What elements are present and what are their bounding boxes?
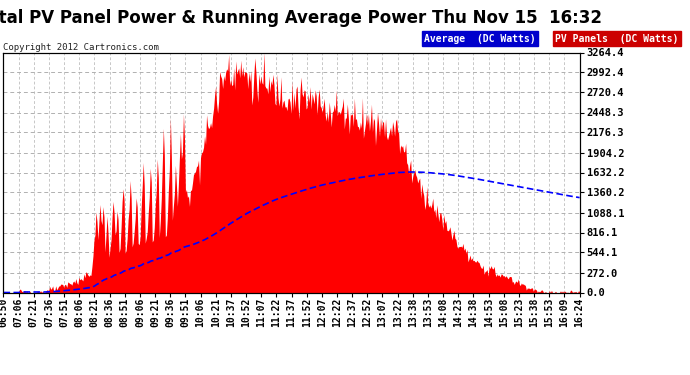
Text: Average  (DC Watts): Average (DC Watts) bbox=[424, 34, 536, 44]
Text: Total PV Panel Power & Running Average Power Thu Nov 15  16:32: Total PV Panel Power & Running Average P… bbox=[0, 9, 602, 27]
Text: Copyright 2012 Cartronics.com: Copyright 2012 Cartronics.com bbox=[3, 43, 159, 52]
Text: PV Panels  (DC Watts): PV Panels (DC Watts) bbox=[555, 34, 679, 44]
